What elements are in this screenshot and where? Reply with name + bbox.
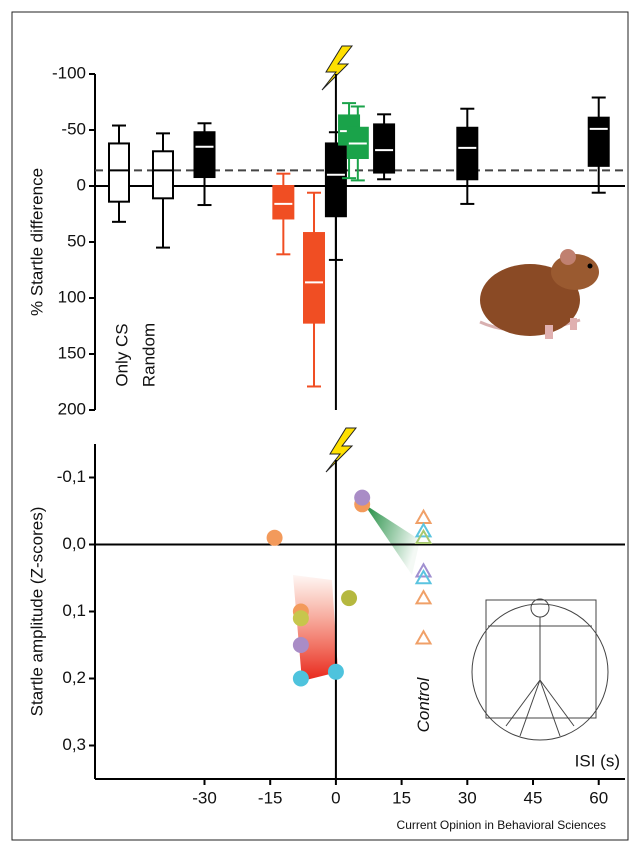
box xyxy=(374,124,394,172)
x-axis-label: ISI (s) xyxy=(575,751,620,770)
x-tick-label: -15 xyxy=(258,788,283,807)
x-tick-label: 30 xyxy=(458,788,477,807)
figure: Current Opinion in Behavioral Sciences -… xyxy=(0,0,640,842)
y-tick-label: 0 xyxy=(77,175,86,194)
point xyxy=(328,664,344,680)
red-fan xyxy=(293,575,338,681)
y-tick-label: 0,0 xyxy=(62,534,86,553)
box xyxy=(589,118,609,166)
point xyxy=(293,610,309,626)
point xyxy=(354,490,370,506)
y-axis-label: Startle amplitude (Z-scores) xyxy=(27,507,46,717)
vitruvian-illustration xyxy=(472,599,608,740)
green-fan xyxy=(364,504,420,575)
x-tick-label: -30 xyxy=(192,788,217,807)
y-tick-label: 0,2 xyxy=(62,668,86,687)
group-label: Random xyxy=(139,323,158,387)
y-tick-label: -100 xyxy=(52,63,86,82)
y-tick-label: 200 xyxy=(58,399,86,418)
box xyxy=(109,143,129,201)
rat-illustration xyxy=(480,249,599,339)
x-tick-label: 0 xyxy=(331,788,340,807)
x-tick-label: 60 xyxy=(589,788,608,807)
y-tick-label: -50 xyxy=(61,119,86,138)
frame xyxy=(12,12,628,840)
box xyxy=(457,128,477,180)
lightning xyxy=(322,46,352,90)
y-tick-label: -0,1 xyxy=(57,467,86,486)
footer: Current Opinion in Behavioral Sciences xyxy=(397,818,606,832)
y-tick-label: 50 xyxy=(67,231,86,250)
control-triangle xyxy=(417,591,431,603)
x-tick-label: 45 xyxy=(524,788,543,807)
box xyxy=(153,151,173,198)
x-tick-label: 15 xyxy=(392,788,411,807)
box xyxy=(273,186,293,218)
point xyxy=(293,637,309,653)
control-label: Control xyxy=(414,676,433,732)
control-triangle xyxy=(417,511,431,523)
y-tick-label: 0,3 xyxy=(62,735,86,754)
point xyxy=(267,530,283,546)
y-axis-label: % Startle difference xyxy=(27,168,46,316)
point xyxy=(341,590,357,606)
box xyxy=(326,143,346,216)
y-tick-label: 100 xyxy=(58,287,86,306)
group-label: Only CS xyxy=(112,323,131,386)
y-tick-label: 0,1 xyxy=(62,601,86,620)
box xyxy=(304,233,324,323)
lightning xyxy=(326,428,356,472)
y-tick-label: 150 xyxy=(58,343,86,362)
control-triangle xyxy=(417,631,431,643)
point xyxy=(293,671,309,687)
box xyxy=(195,132,215,177)
